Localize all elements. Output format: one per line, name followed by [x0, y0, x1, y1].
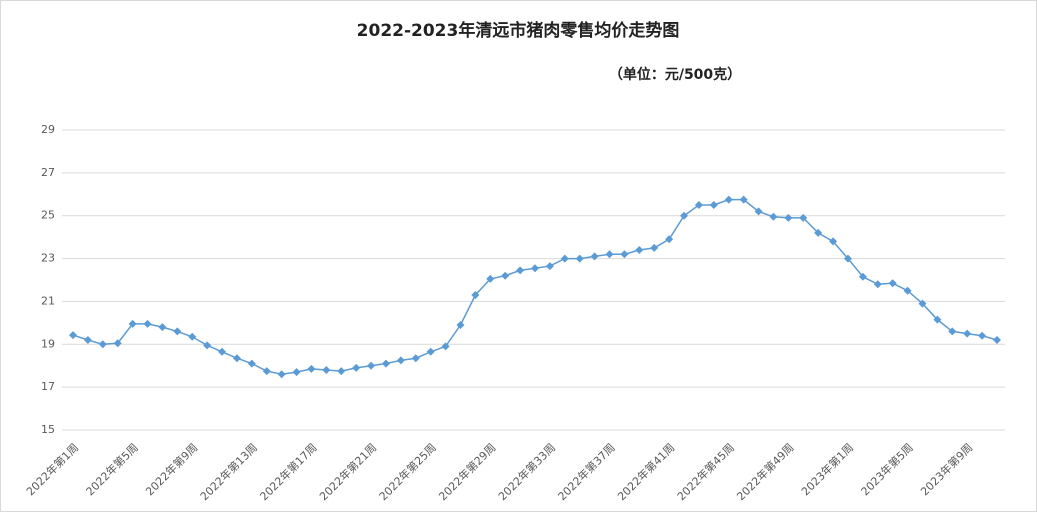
data-point	[128, 319, 137, 328]
data-point	[277, 370, 286, 379]
data-point	[665, 235, 674, 244]
data-point	[531, 264, 539, 273]
data-point	[545, 262, 554, 271]
data-point	[396, 356, 405, 365]
data-point	[858, 272, 867, 281]
data-point	[516, 266, 525, 275]
data-point	[635, 246, 644, 254]
data-point	[799, 213, 808, 222]
data-point	[709, 201, 718, 209]
data-point	[680, 211, 689, 220]
data-point	[232, 354, 241, 363]
data-point	[605, 250, 614, 259]
data-point	[650, 243, 659, 252]
data-point	[381, 359, 390, 368]
data-point	[873, 280, 882, 289]
data-point	[560, 254, 569, 263]
data-point	[933, 315, 942, 324]
data-point	[411, 354, 420, 363]
data-point	[829, 237, 838, 246]
data-point	[471, 291, 480, 299]
data-point	[888, 279, 897, 288]
y-tick-label: 23	[41, 252, 55, 265]
y-tick-label: 29	[41, 123, 55, 136]
data-point	[948, 327, 957, 336]
data-point	[918, 299, 927, 308]
data-point	[322, 366, 331, 374]
data-point	[724, 195, 733, 204]
data-point	[620, 250, 629, 259]
data-point	[426, 347, 435, 356]
data-point	[694, 201, 703, 209]
data-point	[814, 228, 823, 237]
data-point	[113, 339, 122, 348]
data-point	[292, 368, 301, 377]
data-point	[367, 361, 376, 370]
data-point	[203, 341, 212, 350]
data-point	[158, 323, 167, 332]
data-point	[501, 271, 510, 280]
chart-title: 2022-2023年清远市猪肉零售均价走势图	[357, 20, 680, 41]
data-point	[352, 363, 361, 372]
data-point	[903, 286, 912, 295]
y-tick-label: 19	[41, 337, 55, 350]
data-point	[337, 367, 346, 376]
y-tick-label: 21	[41, 294, 55, 307]
data-point	[247, 359, 256, 368]
data-point	[843, 254, 852, 263]
data-point	[173, 327, 182, 336]
data-point	[590, 252, 599, 261]
data-point	[769, 212, 778, 221]
data-point	[307, 364, 316, 373]
chart-subtitle: （单位：元/500克）	[609, 66, 741, 83]
data-point	[978, 331, 987, 340]
data-point	[993, 336, 1001, 344]
data-point	[83, 336, 92, 344]
y-tick-label: 15	[41, 423, 55, 436]
data-point	[456, 321, 465, 329]
data-point	[784, 213, 793, 222]
data-point	[188, 332, 197, 341]
data-point	[963, 329, 972, 338]
data-point	[143, 319, 152, 328]
data-point	[69, 331, 77, 340]
data-point	[754, 207, 763, 216]
y-tick-label: 27	[41, 166, 55, 179]
data-point	[262, 367, 271, 376]
y-tick-label: 17	[41, 380, 55, 393]
data-point	[739, 195, 748, 204]
data-point	[98, 340, 107, 349]
data-point	[441, 342, 450, 351]
data-point	[218, 347, 227, 356]
data-point	[575, 254, 584, 263]
data-point	[486, 274, 495, 283]
y-tick-label: 25	[41, 209, 55, 222]
